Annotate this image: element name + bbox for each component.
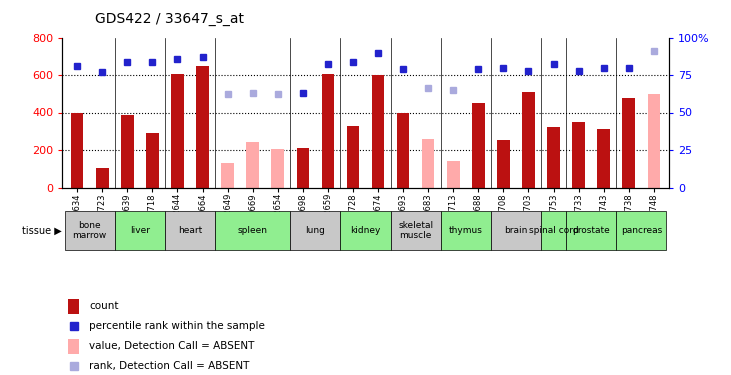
Bar [422,139,434,188]
Bar [623,98,635,188]
FancyBboxPatch shape [616,211,667,251]
Text: thymus: thymus [449,226,482,235]
Text: pancreas: pancreas [621,226,662,235]
Text: spleen: spleen [238,226,268,235]
Text: value, Detection Call = ABSENT: value, Detection Call = ABSENT [89,342,255,351]
Text: lung: lung [306,226,325,235]
FancyBboxPatch shape [115,211,165,251]
Text: prostate: prostate [572,226,610,235]
Bar [322,74,334,188]
Text: kidney: kidney [350,226,381,235]
FancyBboxPatch shape [441,211,491,251]
Text: liver: liver [130,226,150,235]
Bar [397,112,409,188]
Text: rank, Detection Call = ABSENT: rank, Detection Call = ABSENT [89,361,250,371]
Bar [447,161,460,188]
FancyBboxPatch shape [491,211,541,251]
Bar [497,140,510,188]
FancyBboxPatch shape [341,211,390,251]
FancyBboxPatch shape [165,211,215,251]
Bar [572,122,585,188]
FancyBboxPatch shape [290,211,341,251]
Bar [472,103,485,188]
Bar [522,92,535,188]
Text: spinal cord: spinal cord [529,226,578,235]
Bar [548,127,560,188]
FancyBboxPatch shape [64,211,115,251]
Bar [71,112,83,188]
Text: GDS422 / 33647_s_at: GDS422 / 33647_s_at [95,12,244,26]
Bar [96,168,108,188]
Bar [346,126,359,188]
Bar [372,75,385,188]
Bar [196,66,209,188]
Text: tissue ▶: tissue ▶ [22,226,61,236]
Text: skeletal
muscle: skeletal muscle [398,221,433,240]
Bar [221,163,234,188]
Bar [297,148,309,188]
Bar [68,339,79,354]
FancyBboxPatch shape [215,211,290,251]
Bar [146,133,159,188]
Bar [597,129,610,188]
Bar [648,94,660,188]
Text: heart: heart [178,226,202,235]
Bar [68,298,79,314]
Text: bone
marrow: bone marrow [72,221,107,240]
Bar [121,116,134,188]
FancyBboxPatch shape [541,211,566,251]
Text: percentile rank within the sample: percentile rank within the sample [89,321,265,331]
Bar [171,74,183,188]
FancyBboxPatch shape [566,211,616,251]
Bar [271,149,284,188]
Bar [246,142,259,188]
FancyBboxPatch shape [390,211,441,251]
Text: count: count [89,301,119,311]
Text: brain: brain [504,226,528,235]
